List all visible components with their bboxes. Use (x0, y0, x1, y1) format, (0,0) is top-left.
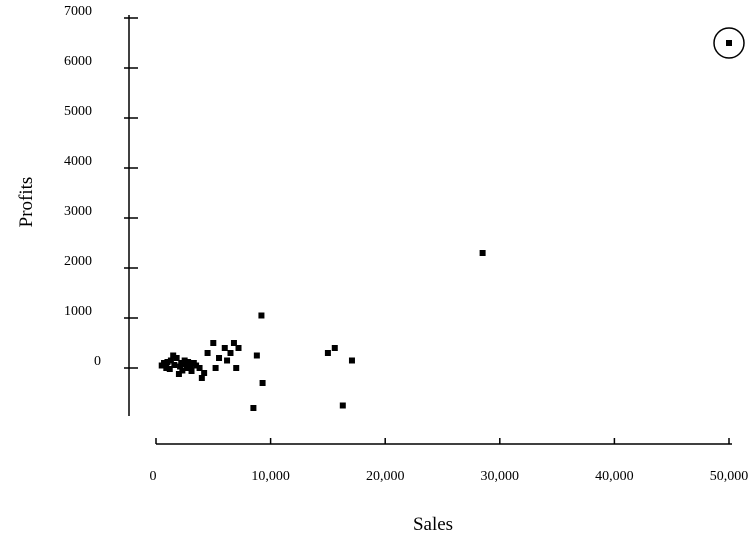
data-point (235, 345, 242, 351)
y-axis-label: Profits (16, 177, 37, 228)
data-point (331, 345, 338, 351)
x-tick-label: 20,000 (366, 469, 405, 484)
data-point (258, 312, 265, 319)
data-point (187, 362, 194, 368)
data-point (726, 40, 732, 46)
data-point (479, 250, 486, 256)
x-tick-label: 40,000 (595, 469, 634, 484)
y-tick-label: 3000 (64, 204, 92, 219)
data-point (210, 340, 217, 346)
data-point (164, 359, 171, 365)
x-tick-label: 0 (150, 469, 157, 484)
data-point (163, 365, 170, 371)
data-point (188, 368, 195, 374)
data-point (193, 362, 200, 369)
data-point (175, 371, 182, 377)
data-point (180, 361, 187, 367)
data-point (230, 340, 237, 346)
x-tick-label: 50,000 (710, 469, 749, 484)
data-point (166, 366, 173, 372)
data-point (161, 360, 168, 366)
x-axis-label: Sales (413, 514, 453, 535)
data-point (348, 357, 355, 364)
data-point (224, 357, 231, 364)
data-point (227, 350, 234, 356)
data-point (324, 350, 331, 356)
data-point (221, 345, 228, 351)
data-point (181, 357, 188, 364)
data-point (253, 352, 260, 359)
y-tick-label: 1000 (64, 304, 92, 319)
data-point (170, 352, 177, 359)
data-point (179, 367, 186, 374)
y-tick-label: 2000 (64, 254, 92, 269)
data-point (198, 375, 205, 381)
data-point (183, 365, 190, 371)
x-tick-label: 30,000 (481, 469, 520, 484)
data-point (171, 362, 178, 368)
data-point (201, 370, 208, 376)
data-point (233, 365, 240, 371)
data-point (196, 365, 203, 371)
y-tick-label: 6000 (64, 54, 92, 69)
y-tick-label: 5000 (64, 104, 92, 119)
x-tick-label: 10,000 (251, 469, 290, 484)
data-point (177, 363, 184, 370)
y-tick-label: 7000 (64, 4, 92, 19)
data-point (204, 350, 211, 356)
data-point (250, 405, 257, 411)
axes (124, 15, 732, 445)
data-point (259, 380, 266, 386)
outlier-highlight-circle (713, 27, 745, 59)
data-point (216, 355, 223, 361)
data-point (339, 402, 346, 409)
y-tick-label: 0 (94, 354, 101, 369)
data-point (212, 365, 219, 371)
y-tick-label: 4000 (64, 154, 92, 169)
data-point (167, 357, 174, 364)
tick-labels: 0 1000 2000 3000 4000 5000 6000 7000 0 10,000 20,0… (64, 4, 748, 484)
data-points (158, 27, 745, 411)
data-point (173, 355, 180, 361)
